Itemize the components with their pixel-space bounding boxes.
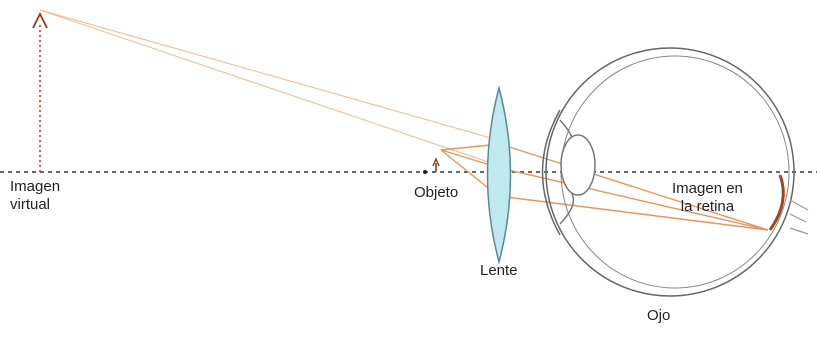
eye-label: Ojo <box>647 307 671 324</box>
eye <box>541 47 809 297</box>
cornea <box>541 109 561 236</box>
virtual-image-rays <box>39 9 501 167</box>
eyeball-outer <box>545 47 795 297</box>
object-label: Objeto <box>414 184 459 201</box>
lens <box>486 85 512 265</box>
crystalline-lens <box>560 134 596 196</box>
retina-image-label: Imagen en la retina <box>672 180 743 215</box>
optic-nerve <box>789 199 809 235</box>
virtual-image-arrow <box>32 11 48 172</box>
lens-label: Lente <box>480 262 518 279</box>
retina-image <box>768 174 785 231</box>
virtual-image-label: Imagen virtual <box>10 178 61 213</box>
focal-point-dot <box>423 170 427 174</box>
iris-bottom <box>559 193 575 225</box>
refracted-rays <box>440 143 769 231</box>
object-arrow <box>432 157 440 172</box>
